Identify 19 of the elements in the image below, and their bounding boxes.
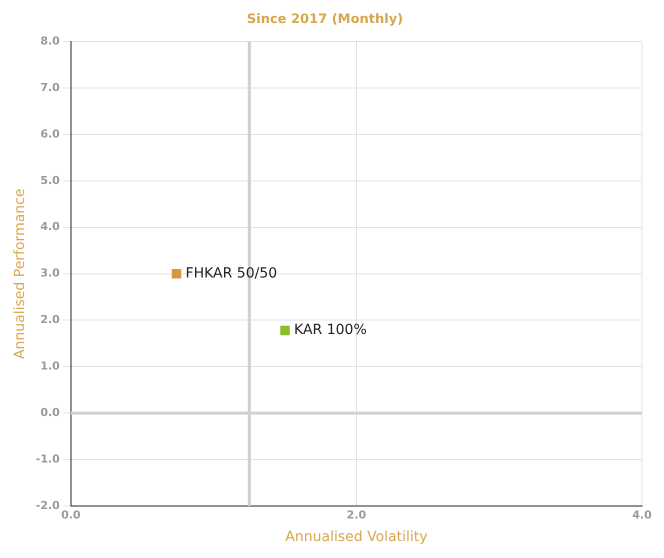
x-tick-label: 4.0	[632, 508, 652, 522]
y-tick-label: -1.0	[36, 452, 60, 466]
y-tick-label: 4.0	[40, 220, 60, 234]
x-tick-label: 2.0	[346, 508, 367, 522]
x-tick-label: 0.0	[61, 508, 81, 522]
y-tick-label: -2.0	[36, 498, 60, 512]
y-tick-label: 0.0	[40, 406, 60, 419]
y-tick-label: 7.0	[40, 80, 60, 94]
y-tick-label: 5.0	[40, 174, 60, 187]
y-tick-label: 8.0	[40, 34, 60, 48]
y-tick-label: 1.0	[40, 360, 60, 373]
y-tick-label: 6.0	[40, 127, 60, 140]
y-tick-label: 2.0	[40, 313, 60, 326]
series-label: FHKAR 50/50	[186, 265, 278, 282]
y-tick-label: 3.0	[40, 266, 60, 280]
series-label: KAR 100%	[294, 322, 367, 338]
x-axis-title: Annualised Volatility	[285, 529, 428, 546]
y-axis-title: Annualised Performance	[12, 188, 28, 360]
chart-title: Since 2017 (Monthly)	[246, 12, 404, 28]
